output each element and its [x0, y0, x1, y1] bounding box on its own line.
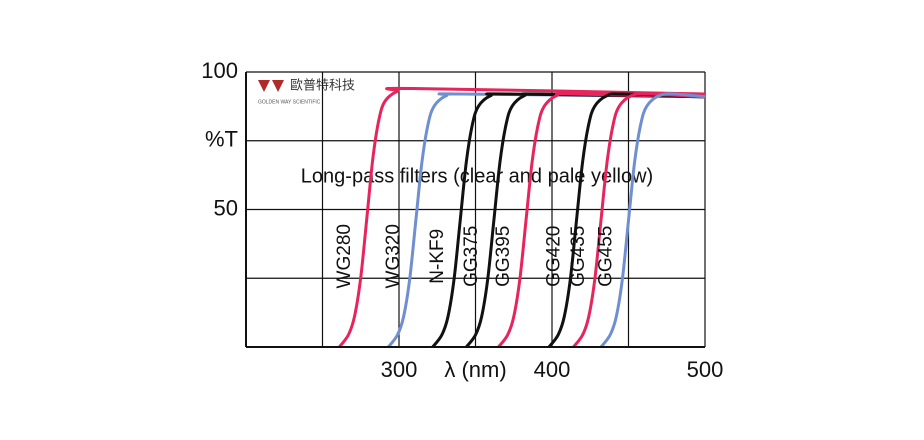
annotation: Long-pass filters (clear and pale yellow…	[301, 165, 653, 187]
x-tick-label: 400	[534, 357, 571, 382]
series-label: GG435	[568, 226, 589, 287]
x-tick-label: 500	[687, 357, 724, 382]
line	[465, 92, 706, 348]
series-label: GG420	[543, 226, 564, 287]
watermark-subtitle: GOLDEN WAY SCIENTIFIC	[258, 99, 321, 105]
line	[599, 92, 706, 348]
y-axis-label: %T	[205, 127, 238, 152]
line	[547, 92, 706, 348]
logo	[258, 80, 284, 92]
series-label: GG455	[596, 226, 617, 287]
line	[387, 92, 706, 348]
line	[431, 92, 706, 348]
series-label: WG280	[334, 224, 355, 288]
series-label: GG395	[493, 226, 514, 287]
series-label: WG320	[383, 224, 404, 288]
line	[497, 92, 706, 348]
line	[572, 92, 706, 348]
series-label: N-KF9	[427, 229, 448, 284]
line	[338, 86, 706, 348]
x-tick-label: 300	[381, 357, 418, 382]
x-axis-label: λ (nm)	[444, 357, 506, 382]
y-tick-label: 50	[214, 195, 238, 220]
y-tick-label: 100	[201, 58, 238, 83]
series-label: GG375	[461, 226, 482, 287]
